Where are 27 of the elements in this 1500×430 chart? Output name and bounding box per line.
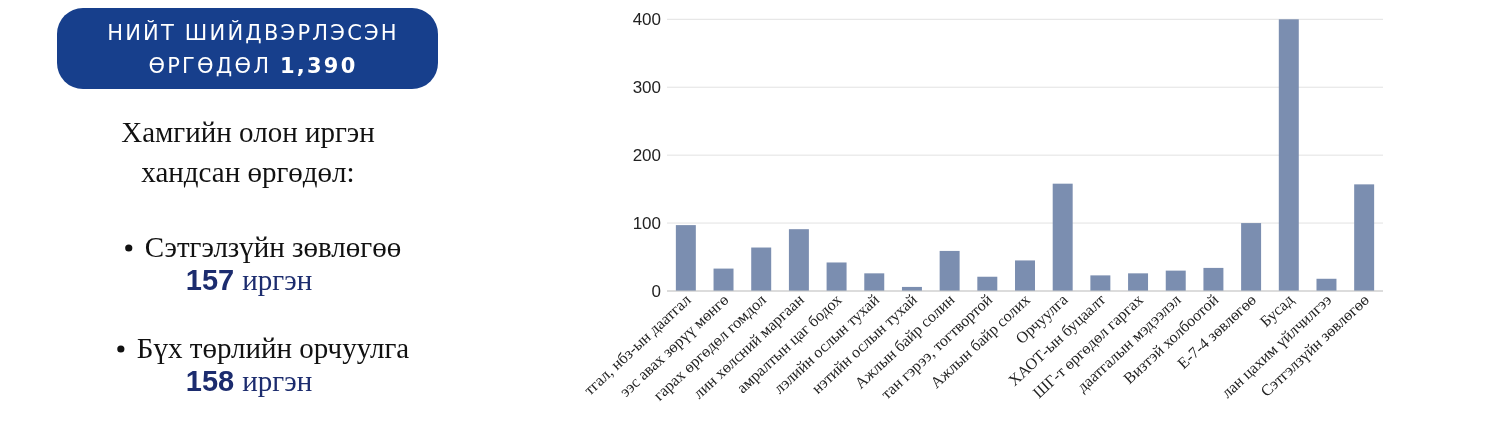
bar (939, 250, 960, 291)
bar (1203, 267, 1224, 291)
bar (713, 268, 734, 291)
y-tick-label: 100 (632, 214, 661, 234)
bar (864, 273, 885, 291)
y-tick-label: 300 (632, 78, 661, 98)
bar (751, 247, 772, 291)
y-tick-label: 0 (651, 281, 661, 301)
text: Сэтгэлзүйн зөвлөгөө 157 иргэн (144, 231, 402, 296)
bar (1354, 184, 1375, 291)
bar (826, 262, 847, 291)
bar (1278, 19, 1299, 291)
bar (1165, 270, 1186, 291)
bar (1052, 183, 1073, 291)
bar (1316, 278, 1337, 291)
bar (1090, 275, 1111, 291)
bar (1241, 223, 1262, 291)
y-tick-label: 400 (632, 10, 661, 30)
text: НИЙТ ШИЙДВЭРЛЭСЭН ӨРГӨДӨЛ 1,390 (107, 20, 399, 78)
bar (788, 229, 809, 291)
text: Бүх төрлийн орчуулга 158 иргэн (136, 332, 410, 397)
bar (1128, 273, 1149, 291)
bar (1015, 260, 1035, 291)
text: Хамгийн олон иргэн хандсан өргөдөл: (121, 116, 375, 188)
y-tick-label: 200 (632, 146, 661, 166)
bar (675, 225, 696, 291)
bar (977, 276, 998, 291)
